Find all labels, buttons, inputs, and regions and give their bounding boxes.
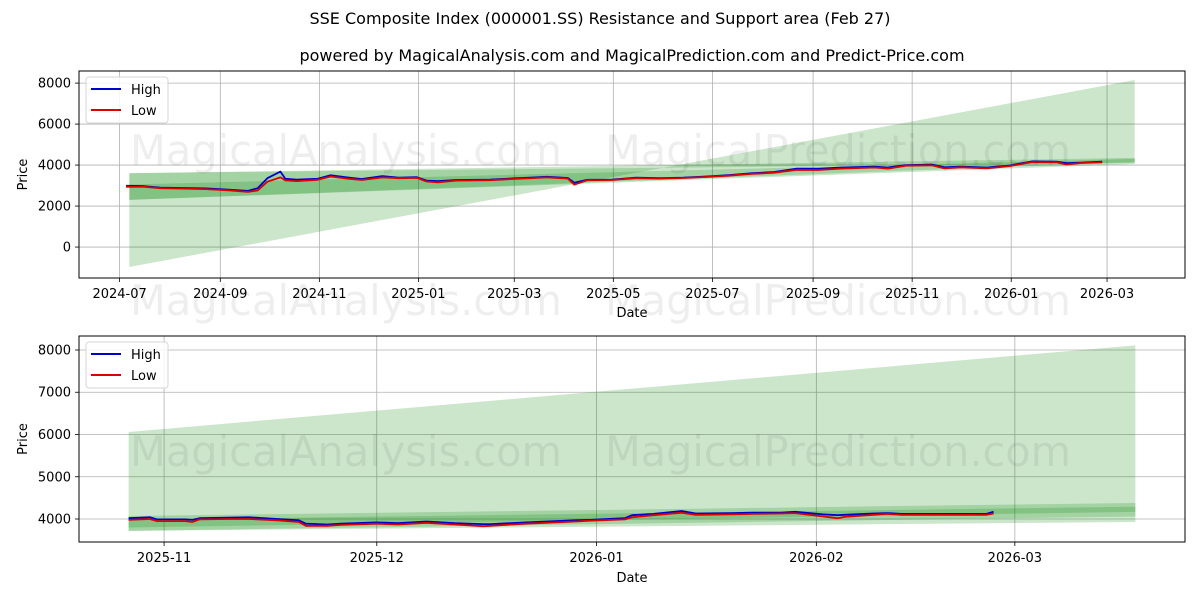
legend-label-low: Low [131, 104, 157, 119]
watermark-magicalprediction: MagicalPrediction.com [605, 276, 1071, 325]
watermark-magicalprediction: MagicalPrediction.com [605, 427, 1071, 476]
watermark-magicalanalysis: MagicalAnalysis.com [130, 427, 562, 476]
x-tick-label: 2026-01 [569, 551, 623, 566]
legend-label-high: High [131, 348, 161, 363]
x-tick-label: 2025-09 [786, 287, 840, 302]
y-tick-label: 4000 [38, 513, 71, 528]
x-tick-label: 2025-11 [885, 287, 939, 302]
axes-frame [78, 335, 1186, 543]
x-axis-label: Date [616, 571, 647, 586]
watermark-magicalanalysis: MagicalAnalysis.com [130, 276, 562, 325]
resistance-support-outer-band [128, 345, 1136, 531]
y-tick-label: 6000 [38, 118, 71, 133]
x-tick-label: 2025-01 [391, 287, 445, 302]
y-tick-label: 4000 [38, 159, 71, 174]
figure-subtitle: powered by MagicalAnalysis.com and Magic… [299, 46, 965, 65]
x-tick-label: 2025-05 [586, 287, 640, 302]
x-tick-label: 2025-12 [350, 551, 404, 566]
x-tick-label: 2026-02 [789, 551, 843, 566]
x-tick-label: 2025-11 [137, 551, 191, 566]
price-series [126, 160, 1103, 193]
resistance-support-outer-band [129, 80, 1135, 268]
x-tick-label: 2024-11 [292, 287, 346, 302]
legend: High Low [85, 76, 169, 124]
figure-title: SSE Composite Index (000001.SS) Resistan… [309, 9, 891, 28]
y-tick-label: 7000 [38, 386, 71, 401]
y-tick-label: 6000 [38, 428, 71, 443]
x-tick-label: 2026-03 [1080, 287, 1134, 302]
low-price-line [128, 511, 994, 528]
y-tick-label: 8000 [38, 77, 71, 92]
y-tick-label: 5000 [38, 470, 71, 485]
resistance-support-inner-band [129, 158, 1135, 200]
low-price-line [126, 161, 1103, 193]
x-tick-label: 2025-07 [685, 287, 739, 302]
x-tick-label: 2026-01 [984, 287, 1038, 302]
y-tick-label: 2000 [38, 200, 71, 215]
grid [79, 71, 1185, 278]
legend: High Low [85, 341, 169, 389]
watermark-magicalprediction: MagicalPrediction.com [605, 126, 1071, 175]
watermark-layer: MagicalAnalysis.com MagicalPrediction.com… [130, 126, 1071, 476]
x-axis-label: Date [616, 306, 647, 321]
high-price-line [128, 510, 994, 526]
axes-frame [78, 70, 1186, 279]
y-tick-label: 0 [63, 241, 71, 256]
price-series [128, 510, 994, 528]
chart-full-history: 2024-07 2024-09 2024-11 2025-01 2025-03 2025-… [16, 70, 1186, 321]
x-tick-label: 2025-03 [487, 287, 541, 302]
y-tick-label: 8000 [38, 343, 71, 358]
legend-label-high: High [131, 83, 161, 98]
x-tick-label: 2024-09 [193, 287, 247, 302]
y-axis-label: Price [16, 423, 31, 455]
legend-label-low: Low [131, 369, 157, 384]
y-axis-label: Price [16, 159, 31, 191]
chart-recent-zoom: 2025-11 2025-12 2026-01 2026-02 2026-03 4000 5… [16, 335, 1186, 586]
x-tick-label: 2026-03 [988, 551, 1042, 566]
watermark-magicalanalysis: MagicalAnalysis.com [130, 126, 562, 175]
x-tick-label: 2024-07 [92, 287, 146, 302]
